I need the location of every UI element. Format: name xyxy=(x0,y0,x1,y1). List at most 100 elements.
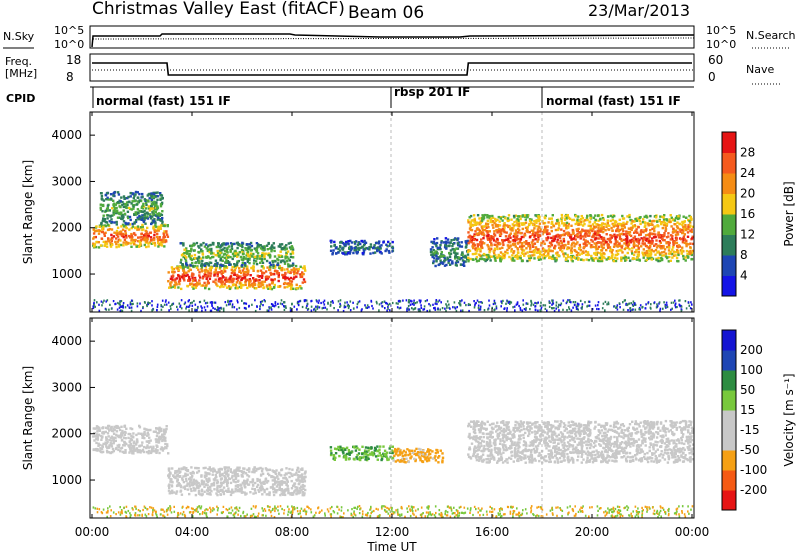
power-ground-scatter-cell xyxy=(510,301,513,304)
power-cell xyxy=(536,228,540,231)
power-cell xyxy=(240,277,244,280)
power-ground-scatter-cell xyxy=(473,300,475,303)
power-cell xyxy=(586,214,589,218)
power-cell xyxy=(150,207,153,210)
power-ground-scatter-cell xyxy=(446,300,449,303)
power-cell xyxy=(159,219,162,222)
power-ground-scatter-cell xyxy=(279,302,282,305)
power-ground-scatter-cell xyxy=(529,308,531,311)
power-cell xyxy=(551,214,554,217)
power-cell xyxy=(614,237,617,240)
power-cell xyxy=(261,283,264,287)
power-cell xyxy=(261,261,265,264)
power-cell xyxy=(511,243,515,246)
power-cell xyxy=(198,246,201,249)
power-cell xyxy=(152,242,155,245)
power-cell xyxy=(536,240,539,243)
power-cell xyxy=(473,233,476,236)
power-cell xyxy=(162,232,165,235)
power-cell xyxy=(165,233,169,236)
velocity-cell xyxy=(96,438,99,441)
power-cell xyxy=(580,214,583,218)
power-cell xyxy=(110,218,113,221)
power-cell xyxy=(442,254,445,257)
power-cell xyxy=(464,260,467,263)
power-ground-scatter-cell xyxy=(407,304,410,308)
power-cell xyxy=(178,276,181,279)
power-cell xyxy=(577,227,580,231)
velocity-cell xyxy=(271,479,274,482)
power-ground-scatter-cell xyxy=(434,306,436,309)
power-cell xyxy=(240,278,243,282)
power-ground-scatter-cell xyxy=(136,305,139,308)
power-ground-scatter-cell xyxy=(632,308,634,311)
power-cell xyxy=(611,229,614,232)
power-ground-scatter-cell xyxy=(347,306,350,310)
power-cell xyxy=(582,251,585,255)
power-cell xyxy=(245,268,249,271)
power-cell xyxy=(610,226,613,230)
power-cell xyxy=(612,225,616,228)
velocity-cell xyxy=(140,444,143,447)
power-cell xyxy=(610,255,614,258)
power-cell xyxy=(531,239,535,242)
power-cell xyxy=(157,216,160,219)
power-ground-scatter-cell xyxy=(514,309,516,312)
power-cell xyxy=(602,227,605,231)
power-cell xyxy=(193,283,196,286)
power-cell xyxy=(496,225,500,228)
power-ground-scatter-cell xyxy=(370,299,372,302)
power-ground-scatter-cell xyxy=(243,306,246,310)
power-cell xyxy=(286,268,289,271)
power-ground-scatter-cell xyxy=(136,302,139,305)
power-cell xyxy=(658,252,662,255)
freq-tick-low: 8 xyxy=(66,70,74,84)
power-cell xyxy=(245,243,249,246)
power-ground-scatter-cell xyxy=(118,306,121,309)
power-cell xyxy=(609,234,612,237)
power-cell xyxy=(207,281,210,285)
power-cell xyxy=(287,257,290,260)
power-cell xyxy=(349,250,352,253)
power-cell xyxy=(564,217,567,220)
power-cell xyxy=(219,245,223,248)
power-cell xyxy=(234,254,237,257)
power-ground-scatter-cell xyxy=(459,304,461,307)
velocity-cell xyxy=(106,427,109,430)
power-cell xyxy=(637,226,640,229)
power-ground-scatter-cell xyxy=(604,300,607,303)
power-cell xyxy=(675,238,678,242)
power-cell xyxy=(511,259,514,262)
power-cell xyxy=(152,212,155,216)
power-cell xyxy=(108,209,111,212)
power-cell xyxy=(616,225,620,228)
power-cell xyxy=(472,242,475,245)
velocity-cell xyxy=(157,428,161,431)
power-ground-scatter-cell xyxy=(405,299,408,302)
power-cell xyxy=(103,224,106,227)
power-ground-scatter-cell xyxy=(551,303,553,306)
power-ground-scatter-cell xyxy=(577,303,580,306)
power-cell xyxy=(149,238,153,242)
power-cell xyxy=(635,219,639,222)
power-cell xyxy=(518,241,521,244)
power-cell xyxy=(682,237,685,240)
power-cell xyxy=(284,271,287,275)
power-ground-scatter-cell xyxy=(560,302,563,305)
power-cell xyxy=(550,221,554,224)
power-cell xyxy=(252,269,255,272)
velocity-cell xyxy=(141,433,144,437)
power-cell xyxy=(382,241,385,244)
velocity-cell xyxy=(146,431,149,435)
velocity-cell xyxy=(147,446,151,449)
power-cell xyxy=(597,223,600,227)
power-cell xyxy=(239,275,242,278)
power-cell xyxy=(529,256,533,260)
power-cell xyxy=(618,237,622,240)
power-cell xyxy=(239,282,243,285)
power-cell xyxy=(197,256,201,259)
power-cell xyxy=(279,260,283,264)
power-cell xyxy=(644,224,647,227)
power-cell xyxy=(158,242,161,246)
power-cell xyxy=(153,230,157,234)
